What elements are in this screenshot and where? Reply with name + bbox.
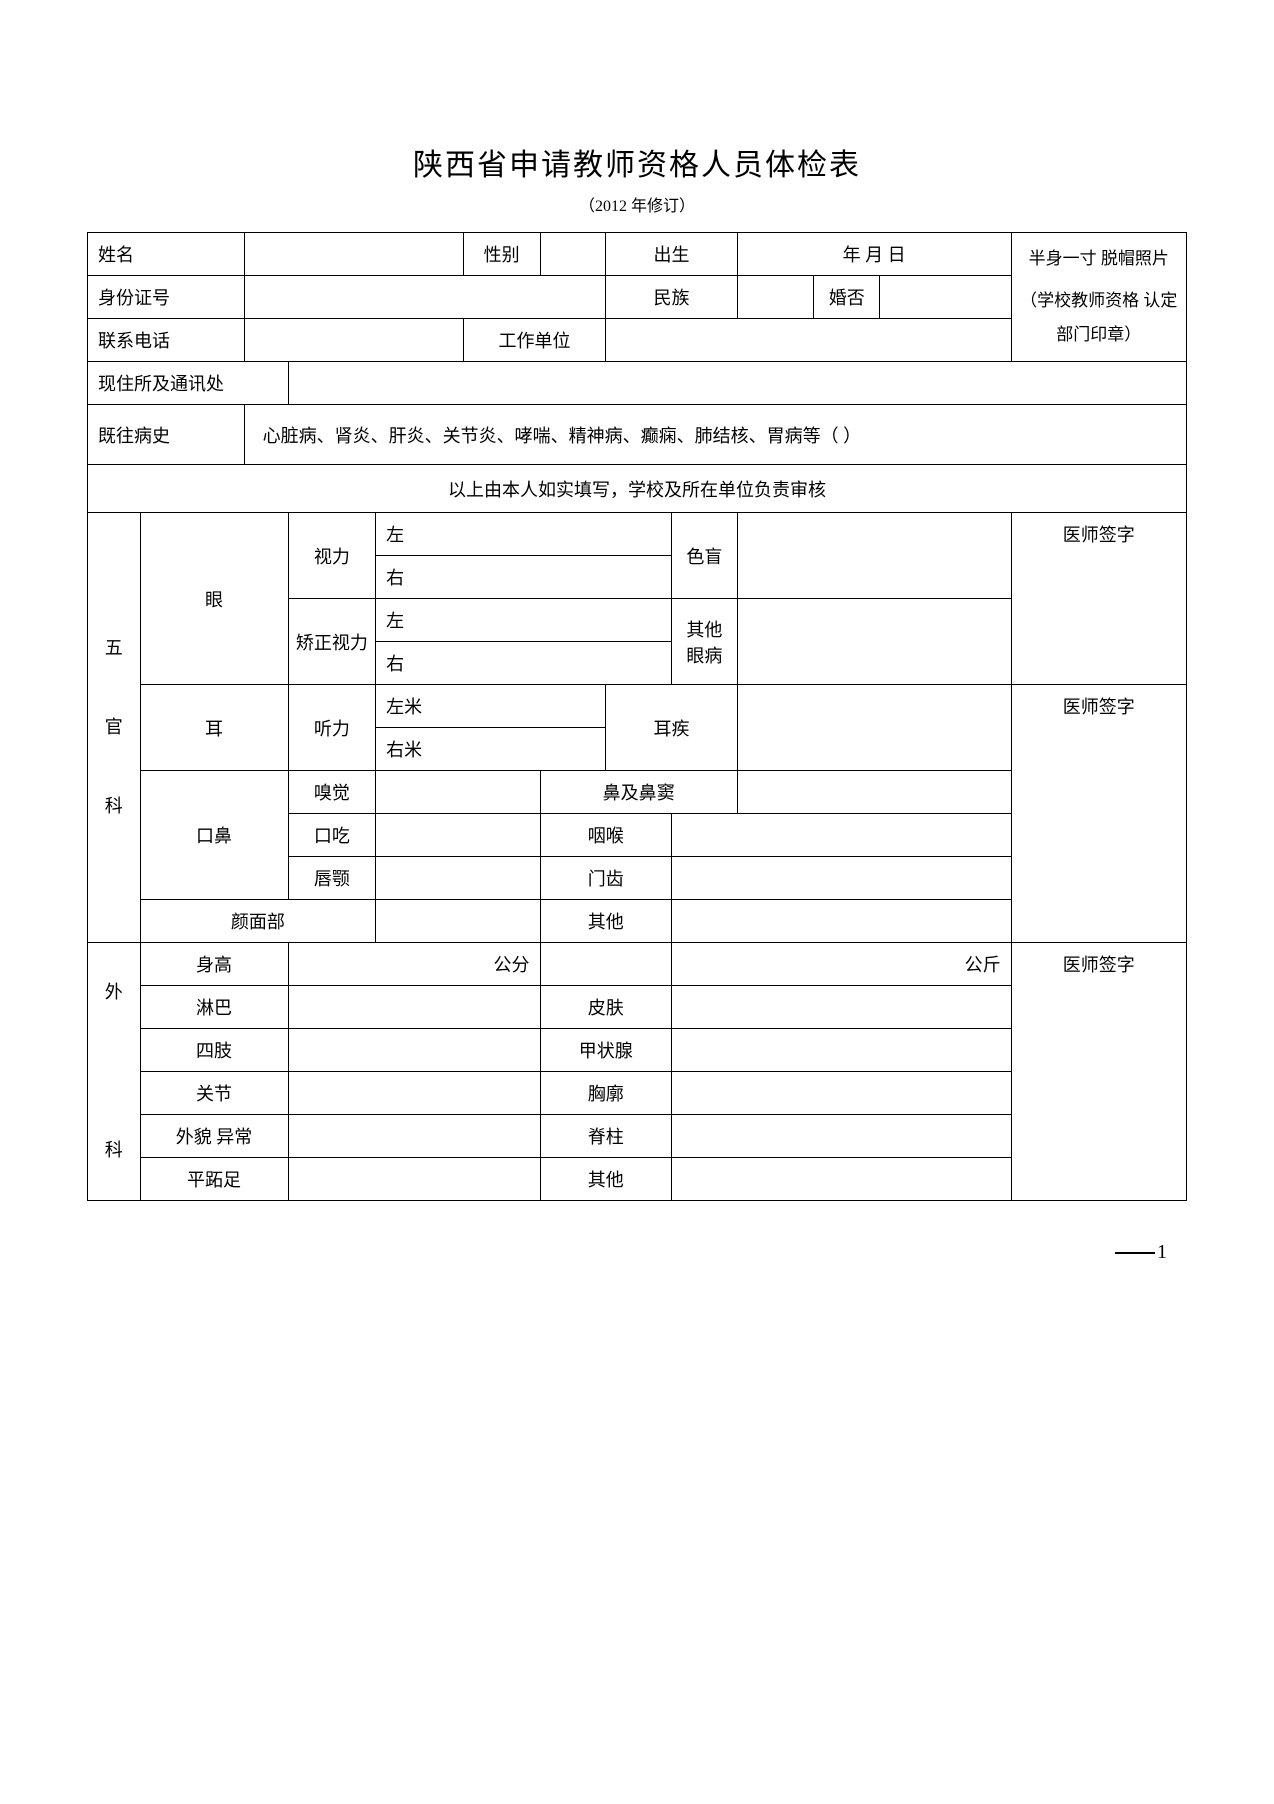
label-colorblind: 色盲: [671, 513, 737, 599]
field-workunit[interactable]: [606, 319, 1011, 362]
label-nose-sinus: 鼻及鼻窦: [540, 771, 737, 814]
label-thyroid: 甲状腺: [540, 1029, 671, 1072]
field-lip[interactable]: [376, 857, 540, 900]
label-phone: 联系电话: [88, 319, 245, 362]
label-skin: 皮肤: [540, 986, 671, 1029]
label-weight: [540, 943, 671, 986]
label-vision: 视力: [288, 513, 376, 599]
label-idno: 身份证号: [88, 276, 245, 319]
label-face: 颜面部: [140, 900, 376, 943]
field-weight[interactable]: 公斤: [671, 943, 1011, 986]
label-vision-right: 右: [376, 556, 672, 599]
label-five-senses: 五 官 科: [88, 513, 141, 943]
label-appearance: 外貌 异常: [140, 1115, 288, 1158]
label-teeth: 门齿: [540, 857, 671, 900]
label-other-eye: 其他 眼病: [671, 599, 737, 685]
field-phone[interactable]: [244, 319, 463, 362]
photo-line1: 半身一寸 脱帽照片: [1018, 242, 1180, 276]
label-corrected: 矫正视力: [288, 599, 376, 685]
main-table: 姓名 性别 出生 年 月 日 半身一寸 脱帽照片 （学校教师资格 认定部门印章）…: [87, 232, 1187, 1201]
label-gender: 性别: [463, 233, 540, 276]
label-history: 既往病史: [88, 405, 245, 465]
label-height: 身高: [140, 943, 288, 986]
field-idno[interactable]: [244, 276, 606, 319]
label-surgery: 外 科: [88, 943, 141, 1201]
label-eye: 眼: [140, 513, 288, 685]
field-skin[interactable]: [671, 986, 1011, 1029]
photo-line2: （学校教师资格 认定部门印章）: [1018, 284, 1180, 352]
field-birth[interactable]: 年 月 日: [737, 233, 1011, 276]
field-appearance[interactable]: [288, 1115, 540, 1158]
label-hear-right: 右米: [376, 728, 606, 771]
field-history[interactable]: 心脏病、肾炎、肝炎、关节炎、哮喘、精神病、癫痫、肺结核、胃病等（ ）: [244, 405, 1186, 465]
label-lymph: 淋巴: [140, 986, 288, 1029]
label-surg-other: 其他: [540, 1158, 671, 1201]
label-spine: 脊柱: [540, 1115, 671, 1158]
field-stutter[interactable]: [376, 814, 540, 857]
label-vision-left: 左: [376, 513, 672, 556]
label-doctor-sign-3: 医师签字: [1011, 943, 1186, 1201]
field-other-eye[interactable]: [737, 599, 1011, 685]
field-married[interactable]: [880, 276, 1011, 319]
photo-box: 半身一寸 脱帽照片 （学校教师资格 认定部门印章）: [1011, 233, 1186, 362]
label-married: 婚否: [814, 276, 880, 319]
label-ear: 耳: [140, 685, 288, 771]
page-number-footer: 1: [87, 1241, 1187, 1264]
label-throat: 咽喉: [540, 814, 671, 857]
page-dash-icon: [1115, 1252, 1155, 1254]
form-subtitle: （2012 年修订）: [87, 192, 1187, 216]
field-teeth[interactable]: [671, 857, 1011, 900]
label-birth: 出生: [606, 233, 737, 276]
field-ear-disease[interactable]: [737, 685, 1011, 771]
field-limbs[interactable]: [288, 1029, 540, 1072]
label-corr-right: 右: [376, 642, 672, 685]
label-face-other: 其他: [540, 900, 671, 943]
label-doctor-sign-2: 医师签字: [1011, 685, 1186, 943]
field-joints[interactable]: [288, 1072, 540, 1115]
label-hearing: 听力: [288, 685, 376, 771]
label-address: 现住所及通讯处: [88, 362, 289, 405]
field-flatfoot[interactable]: [288, 1158, 540, 1201]
label-corr-left: 左: [376, 599, 672, 642]
field-surg-other[interactable]: [671, 1158, 1011, 1201]
label-name: 姓名: [88, 233, 245, 276]
label-ear-disease: 耳疾: [606, 685, 737, 771]
field-ethnicity[interactable]: [737, 276, 814, 319]
field-chest[interactable]: [671, 1072, 1011, 1115]
form-page: 陕西省申请教师资格人员体检表 （2012 年修订） 姓名 性别 出生 年 月 日…: [87, 140, 1187, 1264]
note: 以上由本人如实填写，学校及所在单位负责审核: [88, 465, 1187, 513]
label-doctor-sign-1: 医师签字: [1011, 513, 1186, 685]
field-thyroid[interactable]: [671, 1029, 1011, 1072]
field-height[interactable]: 公分: [288, 943, 540, 986]
label-lip: 唇颚: [288, 857, 376, 900]
label-chest: 胸廓: [540, 1072, 671, 1115]
page-number: 1: [1157, 1241, 1167, 1263]
field-face[interactable]: [376, 900, 540, 943]
label-mouth-nose: 口鼻: [140, 771, 288, 900]
label-stutter: 口吃: [288, 814, 376, 857]
label-smell: 嗅觉: [288, 771, 376, 814]
label-limbs: 四肢: [140, 1029, 288, 1072]
field-lymph[interactable]: [288, 986, 540, 1029]
label-hear-left: 左米: [376, 685, 606, 728]
field-gender[interactable]: [540, 233, 606, 276]
label-joints: 关节: [140, 1072, 288, 1115]
field-colorblind[interactable]: [737, 513, 1011, 599]
field-face-other[interactable]: [671, 900, 1011, 943]
form-title: 陕西省申请教师资格人员体检表: [87, 140, 1187, 184]
field-smell[interactable]: [376, 771, 540, 814]
field-address[interactable]: [288, 362, 1187, 405]
label-ethnicity: 民族: [606, 276, 737, 319]
label-flatfoot: 平跖足: [140, 1158, 288, 1201]
field-throat[interactable]: [671, 814, 1011, 857]
label-workunit: 工作单位: [463, 319, 605, 362]
field-nose-sinus[interactable]: [737, 771, 1011, 814]
field-spine[interactable]: [671, 1115, 1011, 1158]
field-name[interactable]: [244, 233, 463, 276]
